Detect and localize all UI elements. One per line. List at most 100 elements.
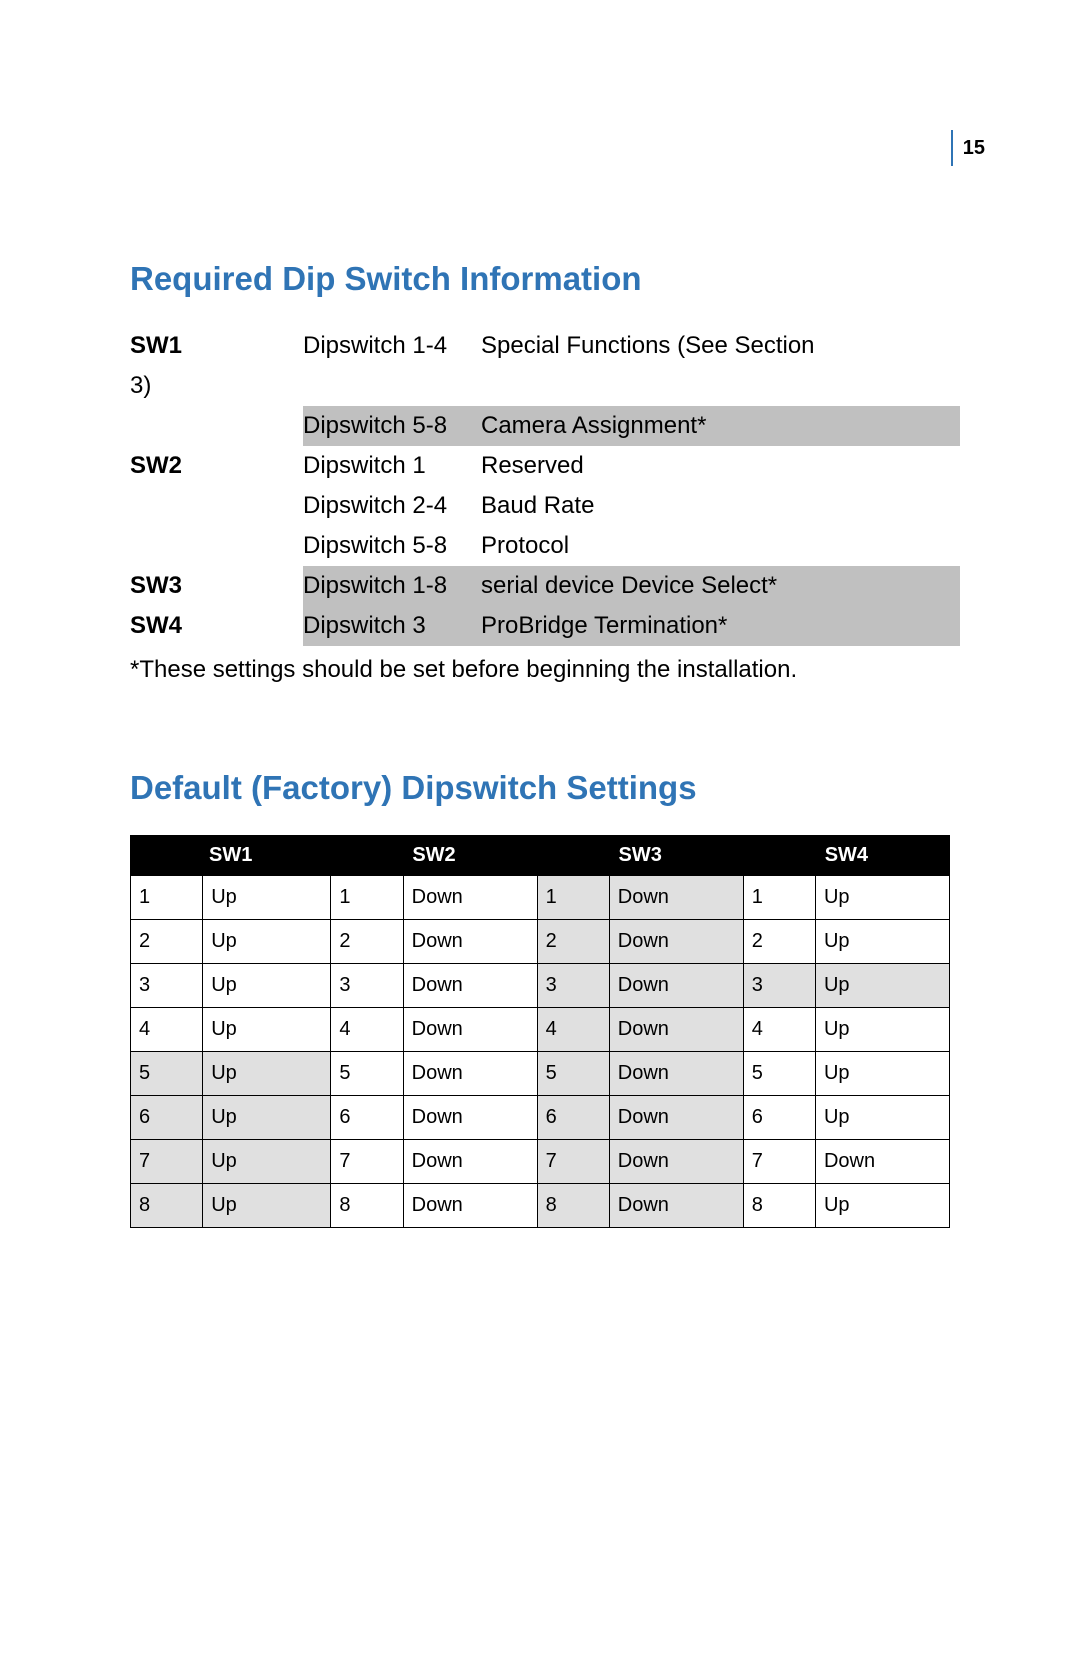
info-row-suffix: 3) (130, 366, 960, 406)
info-dip: Dipswitch 5-8 (303, 406, 481, 446)
info-sw: SW2 (130, 446, 303, 486)
defaults-switch-val: Down (609, 1184, 743, 1228)
defaults-switch-val: Up (203, 920, 331, 964)
section2: Default (Factory) Dipswitch Settings SW1… (130, 769, 960, 1228)
info-desc: Special Functions (See Section (481, 326, 960, 366)
defaults-switch-num: 1 (537, 876, 609, 920)
info-dip: Dipswitch 1 (303, 446, 481, 486)
defaults-header-row: SW1SW2SW3SW4 (131, 836, 950, 876)
defaults-switch-val: Up (815, 1052, 949, 1096)
defaults-switch-num: 8 (743, 1184, 815, 1228)
info-row: SW4Dipswitch 3ProBridge Termination* (130, 606, 960, 646)
footnote: *These settings should be set before beg… (130, 656, 960, 684)
info-desc: serial device Device Select* (481, 566, 960, 606)
defaults-switch-num: 4 (331, 1008, 403, 1052)
defaults-switch-num: 8 (131, 1184, 203, 1228)
info-desc: Baud Rate (481, 486, 960, 526)
defaults-switch-num: 6 (131, 1096, 203, 1140)
defaults-switch-val: Down (609, 1140, 743, 1184)
defaults-header: SW2 (331, 836, 537, 876)
info-sw (130, 486, 303, 526)
defaults-switch-num: 7 (537, 1140, 609, 1184)
defaults-switch-val: Up (203, 964, 331, 1008)
defaults-switch-num: 2 (331, 920, 403, 964)
defaults-switch-val: Up (815, 1008, 949, 1052)
page-number-block: 15 (951, 130, 985, 166)
dip-switch-info-table: SW1Dipswitch 1-4Special Functions (See S… (130, 326, 960, 646)
info-sw-suffix: 3) (130, 366, 960, 406)
defaults-switch-val: Up (815, 1096, 949, 1140)
defaults-switch-num: 3 (743, 964, 815, 1008)
defaults-switch-num: 4 (537, 1008, 609, 1052)
defaults-switch-num: 2 (131, 920, 203, 964)
defaults-switch-val: Down (403, 1052, 537, 1096)
defaults-switch-val: Down (403, 920, 537, 964)
defaults-switch-val: Up (203, 1184, 331, 1228)
info-sw: SW4 (130, 606, 303, 646)
defaults-switch-val: Down (403, 1008, 537, 1052)
defaults-switch-val: Up (203, 1096, 331, 1140)
defaults-switch-num: 1 (743, 876, 815, 920)
defaults-switch-num: 1 (331, 876, 403, 920)
defaults-switch-val: Down (609, 920, 743, 964)
defaults-switch-num: 5 (743, 1052, 815, 1096)
info-sw: SW3 (130, 566, 303, 606)
info-desc: Reserved (481, 446, 960, 486)
defaults-switch-val: Up (203, 1140, 331, 1184)
defaults-switch-num: 6 (743, 1096, 815, 1140)
info-desc: Protocol (481, 526, 960, 566)
defaults-row: 8Up8Down8Down8Up (131, 1184, 950, 1228)
defaults-switch-num: 6 (331, 1096, 403, 1140)
defaults-switch-val: Down (609, 876, 743, 920)
content: Required Dip Switch Information SW1Dipsw… (130, 260, 960, 1228)
page-number: 15 (963, 137, 985, 160)
defaults-switch-val: Up (203, 1008, 331, 1052)
defaults-switch-num: 7 (743, 1140, 815, 1184)
defaults-switch-val: Up (815, 964, 949, 1008)
defaults-header: SW4 (743, 836, 949, 876)
defaults-row: 1Up1Down1Down1Up (131, 876, 950, 920)
defaults-switch-num: 2 (743, 920, 815, 964)
defaults-switch-num: 2 (537, 920, 609, 964)
defaults-switch-val: Down (815, 1140, 949, 1184)
defaults-row: 6Up6Down6Down6Up (131, 1096, 950, 1140)
defaults-switch-val: Down (609, 964, 743, 1008)
defaults-row: 3Up3Down3Down3Up (131, 964, 950, 1008)
defaults-switch-val: Up (815, 1184, 949, 1228)
section1-title: Required Dip Switch Information (130, 260, 960, 298)
defaults-switch-num: 8 (537, 1184, 609, 1228)
defaults-switch-val: Up (815, 920, 949, 964)
info-dip: Dipswitch 1-4 (303, 326, 481, 366)
defaults-switch-val: Down (609, 1052, 743, 1096)
info-sw (130, 526, 303, 566)
info-row: SW3Dipswitch 1-8serial device Device Sel… (130, 566, 960, 606)
info-row: Dipswitch 5-8Camera Assignment* (130, 406, 960, 446)
defaults-switch-num: 7 (131, 1140, 203, 1184)
defaults-switch-val: Up (203, 876, 331, 920)
page-number-rule (951, 130, 953, 166)
defaults-switch-val: Down (609, 1096, 743, 1140)
defaults-switch-num: 3 (131, 964, 203, 1008)
defaults-switch-val: Down (403, 1140, 537, 1184)
defaults-switch-val: Down (403, 964, 537, 1008)
defaults-row: 4Up4Down4Down4Up (131, 1008, 950, 1052)
defaults-switch-num: 4 (131, 1008, 203, 1052)
info-dip: Dipswitch 1-8 (303, 566, 481, 606)
defaults-switch-num: 3 (331, 964, 403, 1008)
defaults-switch-num: 1 (131, 876, 203, 920)
defaults-switch-num: 5 (131, 1052, 203, 1096)
defaults-row: 5Up5Down5Down5Up (131, 1052, 950, 1096)
defaults-table: SW1SW2SW3SW4 1Up1Down1Down1Up2Up2Down2Do… (130, 835, 950, 1228)
info-dip: Dipswitch 5-8 (303, 526, 481, 566)
defaults-switch-val: Up (203, 1052, 331, 1096)
info-sw: SW1 (130, 326, 303, 366)
defaults-switch-val: Down (403, 876, 537, 920)
defaults-switch-num: 4 (743, 1008, 815, 1052)
defaults-switch-num: 6 (537, 1096, 609, 1140)
info-sw (130, 406, 303, 446)
info-dip: Dipswitch 2-4 (303, 486, 481, 526)
defaults-switch-num: 3 (537, 964, 609, 1008)
defaults-switch-val: Down (403, 1096, 537, 1140)
info-row: SW1Dipswitch 1-4Special Functions (See S… (130, 326, 960, 366)
defaults-row: 7Up7Down7Down7Down (131, 1140, 950, 1184)
